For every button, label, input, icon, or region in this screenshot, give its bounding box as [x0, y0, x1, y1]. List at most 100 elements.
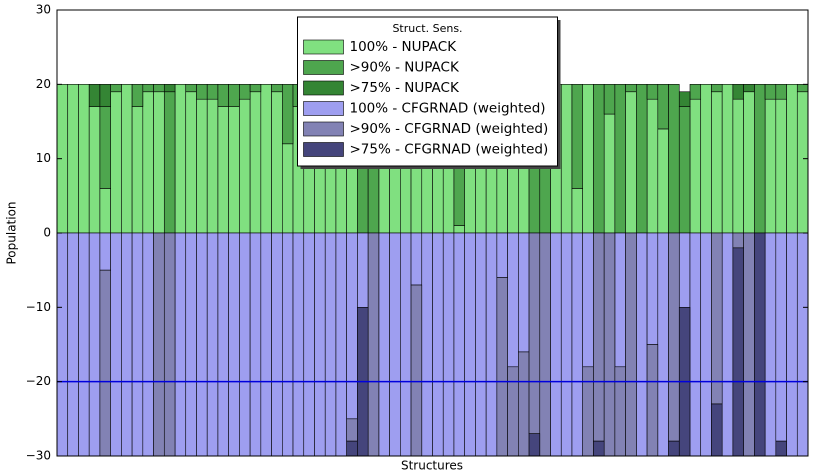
x-axis-label: Structures — [401, 459, 463, 473]
bar-segment — [614, 232, 626, 368]
bar-segment — [625, 232, 637, 457]
y-axis-label: Population — [5, 201, 19, 264]
bar-segment — [271, 84, 283, 93]
bar-segment — [560, 232, 573, 457]
legend-label: 100% - NUPACK — [350, 39, 458, 55]
y-tick-label: 20 — [36, 77, 51, 91]
bar-segment — [378, 232, 390, 457]
bar-segment — [131, 232, 144, 457]
bar-segment — [764, 232, 777, 457]
bar-segment — [786, 84, 798, 234]
bar-segment — [646, 84, 659, 100]
bar-segment — [550, 232, 562, 457]
bar-segment — [249, 84, 262, 93]
bar-segment — [711, 84, 723, 93]
bar-segment — [185, 91, 197, 234]
legend-swatch — [303, 39, 344, 55]
bar-segment — [185, 84, 197, 93]
bar-segment — [174, 84, 187, 234]
bar-segment — [389, 232, 401, 457]
bar-segment — [56, 232, 69, 457]
bar-segment — [303, 232, 315, 457]
bar-segment — [174, 232, 187, 457]
bar-segment — [646, 98, 659, 234]
bar-segment — [743, 84, 755, 93]
bar-segment — [163, 91, 176, 234]
bar-segment — [721, 232, 734, 457]
bar-segment — [271, 91, 283, 234]
bar-segment — [442, 232, 455, 457]
bar-segment — [689, 84, 702, 100]
bar-segment — [228, 84, 240, 107]
legend-swatch — [303, 60, 344, 75]
bar-segment — [721, 84, 734, 234]
legend-label: >90% - NUPACK — [350, 60, 460, 76]
bar-segment — [260, 84, 272, 234]
bar-segment — [571, 84, 584, 189]
bar-segment — [142, 84, 154, 93]
bar-segment — [528, 232, 541, 434]
bar-segment — [110, 84, 122, 93]
bar-segment — [764, 98, 777, 234]
bar-segment — [539, 232, 551, 457]
bar-segment — [346, 440, 358, 457]
bar-segment — [78, 84, 90, 234]
bar-segment — [775, 232, 787, 442]
bar-segment — [78, 232, 90, 457]
bar-segment — [732, 232, 744, 249]
bar-segment — [88, 106, 101, 234]
bar-segment — [593, 84, 605, 234]
bar-segment — [99, 232, 111, 271]
bar-segment — [657, 232, 669, 457]
y-tick-label: 10 — [36, 151, 51, 165]
bar-segment — [367, 232, 380, 457]
bar-segment — [678, 106, 691, 234]
bar-segment — [249, 91, 262, 234]
bar-segment — [185, 232, 197, 457]
legend-label: >90% - CFGRNAD (weighted) — [350, 121, 549, 137]
bar-segment — [732, 84, 744, 100]
bar-segment — [163, 84, 176, 93]
bar-segment — [582, 366, 594, 457]
legend-swatch — [303, 101, 344, 116]
bar-segment — [346, 232, 358, 420]
bar-segment — [271, 232, 283, 457]
bar-segment — [711, 91, 723, 234]
bar-segment — [335, 232, 347, 457]
bar-segment — [678, 232, 691, 308]
bar-segment — [764, 84, 777, 100]
bar-segment — [131, 84, 144, 107]
bar-segment — [507, 232, 519, 368]
bar-segment — [775, 98, 787, 234]
bar-segment — [796, 91, 809, 234]
bar-segment — [228, 106, 240, 234]
bar-segment — [614, 366, 626, 457]
bar-segment — [657, 84, 669, 130]
legend-swatch — [303, 142, 344, 157]
bar-segment — [228, 232, 240, 457]
bar-segment — [206, 232, 219, 457]
bar-segment — [67, 84, 79, 234]
bar-segment — [485, 232, 498, 457]
bar-segment — [131, 106, 144, 234]
bar-segment — [507, 366, 519, 457]
bar-segment — [99, 188, 111, 234]
bar-segment — [99, 269, 111, 457]
legend-label: >75% - CFGRNAD (weighted) — [350, 142, 549, 158]
bar-segment — [217, 106, 229, 234]
bar-segment — [196, 98, 208, 234]
bar-segment — [196, 84, 208, 100]
bar-segment — [153, 84, 165, 93]
bar-segment — [324, 232, 337, 457]
bar-segment — [582, 84, 594, 234]
bar-segment — [217, 232, 229, 457]
bar-segment — [668, 84, 680, 234]
bar-segment — [432, 232, 444, 457]
bar-segment — [346, 418, 358, 442]
bar-segment — [206, 98, 219, 234]
bar-segment — [292, 232, 305, 457]
bar-segment — [796, 232, 809, 457]
bar-segment — [636, 232, 648, 457]
bar-segment — [796, 84, 809, 93]
